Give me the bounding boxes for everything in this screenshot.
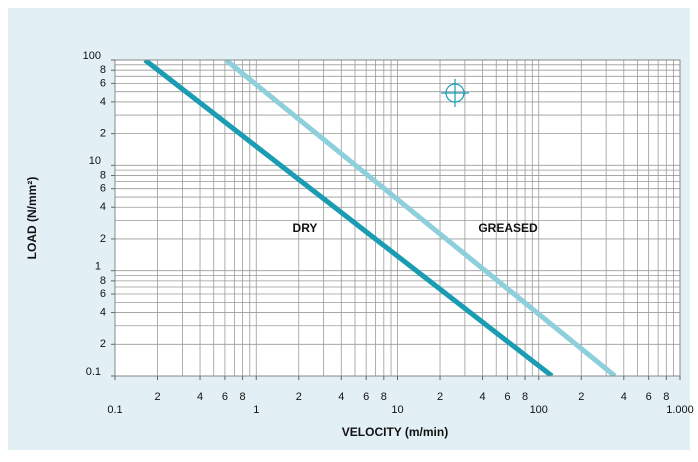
- x-tick-label: 1.000: [666, 404, 694, 416]
- y-tick-label: 100: [83, 50, 101, 62]
- x-tick-label: 8: [663, 391, 669, 403]
- y-tick-label: 4: [100, 96, 106, 108]
- x-tick-label: 4: [197, 391, 203, 403]
- x-tick-label: 6: [222, 391, 228, 403]
- x-tick-label: 4: [479, 391, 485, 403]
- x-tick-label: 1: [253, 404, 259, 416]
- y-tick-label: 4: [100, 201, 106, 213]
- x-axis-label: VELOCITY (m/min): [342, 425, 448, 439]
- x-tick-label: 4: [621, 391, 627, 403]
- y-tick-label: 6: [100, 77, 106, 89]
- x-tick-label: 2: [296, 391, 302, 403]
- x-tick-label: 8: [381, 391, 387, 403]
- y-tick-label: 8: [100, 275, 106, 287]
- y-tick-label: 1: [95, 261, 101, 273]
- y-tick-label: 6: [100, 288, 106, 300]
- x-tick-label: 4: [338, 391, 344, 403]
- x-tick-label: 10: [391, 404, 403, 416]
- x-tick-label: 6: [646, 391, 652, 403]
- series-label: DRY: [293, 221, 318, 235]
- x-tick-label: 2: [437, 391, 443, 403]
- x-tick-label: 2: [578, 391, 584, 403]
- y-tick-label: 6: [100, 183, 106, 195]
- y-tick-label: 10: [89, 155, 101, 167]
- series-line: [143, 60, 554, 376]
- crosshair-icon: [441, 79, 469, 107]
- y-tick-label: 8: [100, 169, 106, 181]
- y-tick-label: 8: [100, 64, 106, 76]
- y-tick-label: 2: [100, 233, 106, 245]
- y-tick-label: 0.1: [86, 366, 101, 378]
- x-tick-label: 8: [522, 391, 528, 403]
- series-line: [224, 60, 617, 376]
- series-label: GREASED: [478, 221, 538, 235]
- y-tick-label: 2: [100, 128, 106, 140]
- x-tick-label: 2: [154, 391, 160, 403]
- y-tick-label: 2: [100, 338, 106, 350]
- y-tick-label: 4: [100, 306, 106, 318]
- y-axis-label: LOAD (N/mm²): [25, 177, 39, 260]
- x-tick-label: 8: [239, 391, 245, 403]
- x-tick-label: 6: [363, 391, 369, 403]
- x-tick-label: 6: [504, 391, 510, 403]
- x-tick-label: 0.1: [107, 404, 122, 416]
- x-tick-label: 100: [530, 404, 548, 416]
